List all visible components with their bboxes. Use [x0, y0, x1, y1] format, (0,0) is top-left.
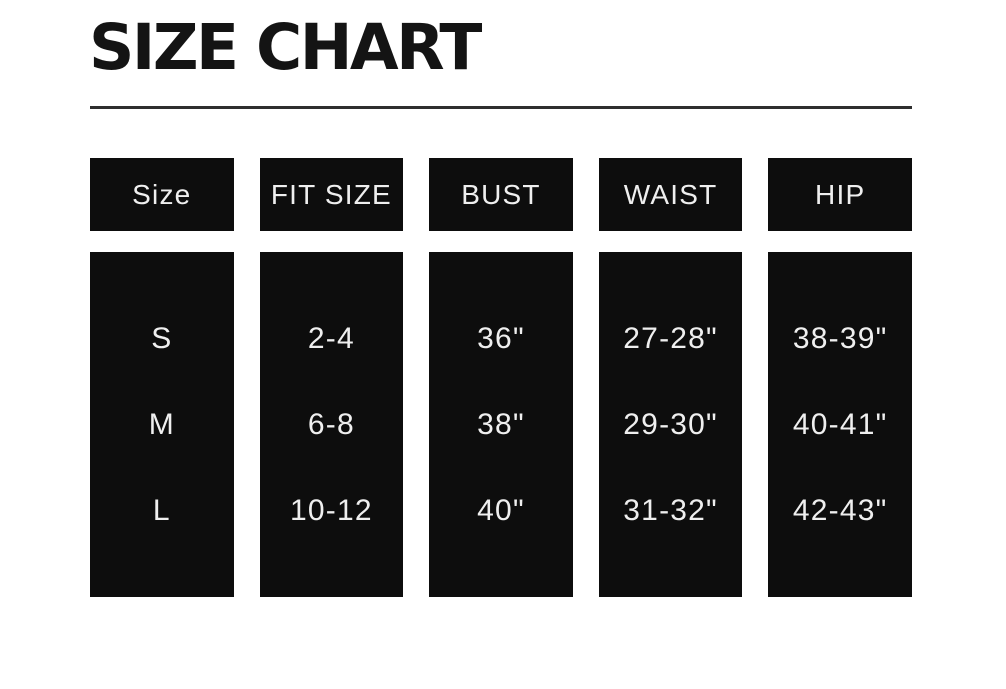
- table-column-3: WAIST 27-28" 29-30" 31-32": [598, 158, 743, 597]
- table-cell: 10-12: [290, 493, 373, 527]
- column-body: S M L: [90, 252, 234, 597]
- table-cell: 42-43": [792, 493, 888, 527]
- table-column-1: FIT SIZE 2-4 6-8 10-12: [259, 158, 404, 597]
- table-column-0: Size S M L: [90, 158, 234, 597]
- table-cell: S: [151, 321, 173, 355]
- table-cell: 40": [477, 493, 525, 527]
- table-cell: 29-30": [623, 407, 718, 441]
- table-cell: 40-41": [792, 407, 888, 441]
- table-column-2: BUST 36" 38" 40": [429, 158, 573, 597]
- column-header: FIT SIZE: [259, 158, 404, 231]
- table-cell: L: [152, 493, 171, 527]
- table-cell: M: [148, 407, 175, 441]
- column-body: 38-39" 40-41" 42-43": [768, 252, 912, 597]
- column-body: 36" 38" 40": [429, 252, 573, 597]
- table-cell: 27-28": [623, 321, 718, 355]
- column-body: 2-4 6-8 10-12: [259, 252, 404, 597]
- column-header: BUST: [429, 158, 573, 231]
- title-underline: [90, 106, 912, 109]
- column-header: WAIST: [598, 158, 743, 231]
- table-column-4: HIP 38-39" 40-41" 42-43": [768, 158, 912, 597]
- page-title: SIZE CHART: [89, 11, 482, 84]
- table-cell: 2-4: [307, 321, 355, 355]
- size-chart-table: Size S M L FIT SIZE 2-4 6-8 10-12 BUST 36" 38" 40" W…: [90, 158, 912, 597]
- column-body: 27-28" 29-30" 31-32": [598, 252, 743, 597]
- table-cell: 6-8: [307, 407, 355, 441]
- table-cell: 38-39": [792, 321, 888, 355]
- table-cell: 36": [477, 321, 525, 355]
- table-cell: 38": [477, 407, 525, 441]
- column-header: HIP: [768, 158, 912, 231]
- column-header: Size: [90, 158, 234, 231]
- table-cell: 31-32": [623, 493, 718, 527]
